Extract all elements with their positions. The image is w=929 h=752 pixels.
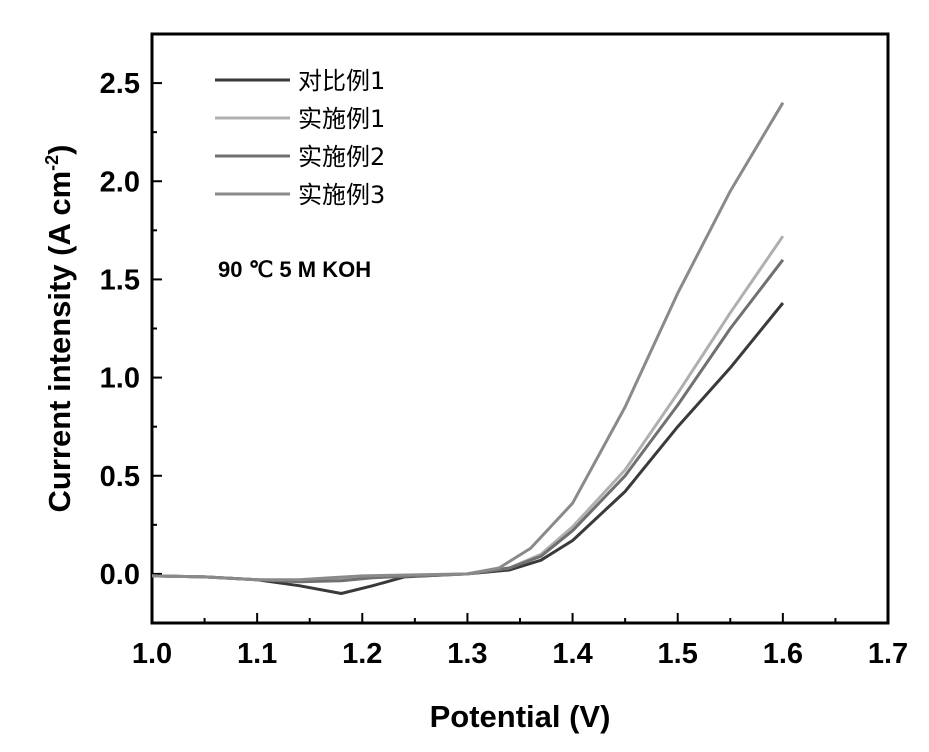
legend-label: 对比例1	[298, 67, 385, 95]
y-axis-title-sup: -2	[42, 155, 62, 171]
y-tick-label: 1.0	[100, 363, 140, 395]
legend-label: 实施例2	[298, 143, 385, 171]
series-layer	[152, 103, 783, 594]
x-tick-label: 1.4	[552, 638, 592, 670]
y-axis-title-main: Current intensity (A cm	[42, 171, 77, 513]
y-tick-label: 2.5	[100, 68, 140, 100]
legend-label: 实施例1	[298, 105, 385, 133]
y-axis-title-close: )	[42, 145, 77, 155]
series-line	[152, 236, 783, 581]
x-tick-label: 1.1	[237, 638, 277, 670]
series-line	[152, 103, 783, 580]
y-tick-label: 0.5	[100, 461, 140, 493]
x-tick-label: 1.3	[447, 638, 487, 670]
x-tick-label: 1.2	[342, 638, 382, 670]
series-line	[152, 260, 783, 582]
x-tick-label: 1.6	[763, 638, 803, 670]
plot-frame	[152, 34, 888, 623]
y-axis-title: Current intensity (A cm-2)	[42, 145, 77, 513]
x-tick-label: 1.7	[868, 638, 908, 670]
legend-label: 实施例3	[298, 181, 385, 209]
y-tick-label: 1.5	[100, 264, 140, 296]
y-tick-label: 2.0	[100, 166, 140, 198]
legend: 对比例1 实施例1 实施例2 实施例3	[215, 67, 385, 209]
condition-annotation: 90 ℃ 5 M KOH	[218, 257, 371, 282]
series-line	[152, 303, 783, 594]
x-tick-label: 1.5	[658, 638, 698, 670]
x-tick-label: 1.0	[132, 638, 172, 670]
x-axis-title: Potential (V)	[430, 699, 611, 734]
y-tick-label: 0.0	[100, 559, 140, 591]
